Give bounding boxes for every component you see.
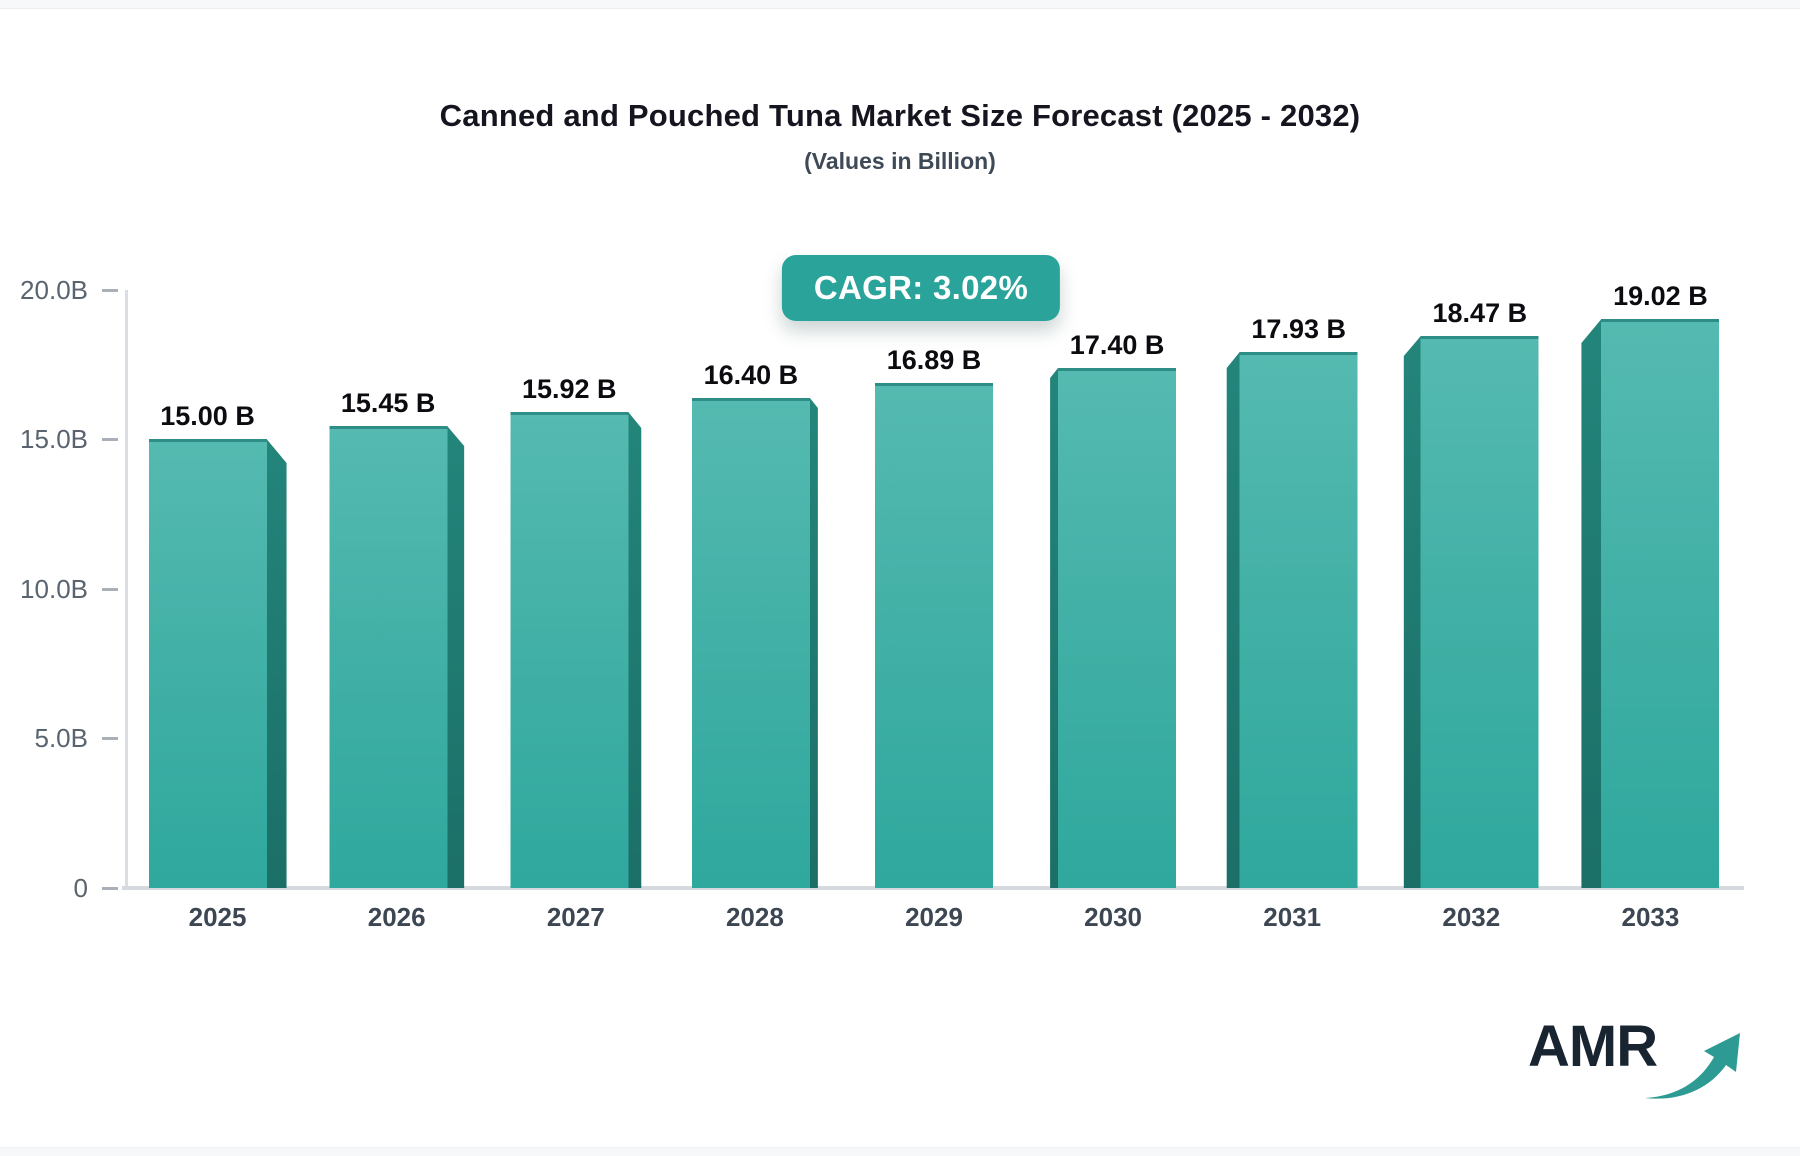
bar-side-face xyxy=(809,398,818,888)
bar-side-face xyxy=(1226,352,1240,888)
bar-side-face xyxy=(266,439,287,888)
cagr-badge: CAGR: 3.02% xyxy=(781,255,1061,321)
bar-value-label: 19.02 B xyxy=(1613,281,1708,311)
chart-subtitle: (Values in Billion) xyxy=(804,148,996,174)
bar-value-label: 15.45 B xyxy=(340,388,436,418)
y-tick-label: 5.0B xyxy=(34,723,89,753)
x-axis-label: 2027 xyxy=(546,902,605,932)
bar-value-label: 15.92 B xyxy=(521,374,617,404)
x-axis-label: 2028 xyxy=(725,902,784,932)
bar-front-face xyxy=(691,398,810,888)
bar-value-label: 16.40 B xyxy=(703,360,799,390)
bar-value-label: 18.47 B xyxy=(1432,298,1528,328)
bar-slot: 18.47 B xyxy=(1382,290,1561,888)
y-tick: 5.0B xyxy=(0,723,118,754)
y-tick-mark xyxy=(102,886,118,890)
bar-2025: 15.00 B xyxy=(148,401,287,888)
bar-front-face xyxy=(329,426,448,888)
bar-slot: 15.45 B xyxy=(307,290,486,888)
amr-logo-text: AMR xyxy=(1528,1014,1658,1079)
bar-front-face xyxy=(148,439,267,888)
bar-slot: 16.89 B xyxy=(844,290,1023,888)
bar-slot: 19.02 B xyxy=(1561,281,1740,888)
x-axis-label: 2032 xyxy=(1442,902,1501,932)
x-axis-label: 2029 xyxy=(905,902,963,932)
y-tick: 20.0B xyxy=(0,275,118,305)
y-tick-mark xyxy=(102,587,118,591)
y-tick-mark xyxy=(102,737,118,740)
x-axis-label: 2026 xyxy=(367,902,426,932)
bar-slot: 17.93 B xyxy=(1203,290,1382,888)
bar-side-face xyxy=(1581,319,1602,888)
x-axis-label: 2025 xyxy=(188,902,247,932)
x-axis-baseline xyxy=(122,886,1744,890)
bar-value-label: 16.89 B xyxy=(886,345,982,375)
bar-front-face xyxy=(1420,336,1539,888)
amr-logo: AMR xyxy=(1528,1018,1743,1106)
bar-2027: 15.92 B xyxy=(510,374,642,888)
page-bottom-strip xyxy=(0,1147,1800,1156)
bar-2031: 17.93 B xyxy=(1226,314,1358,888)
bar-front-face xyxy=(510,412,629,888)
y-tick: 10.0B xyxy=(0,574,118,604)
bar-slot: 16.40 B xyxy=(665,290,844,888)
y-tick: 15.0B xyxy=(0,424,118,455)
page-top-strip xyxy=(0,0,1800,9)
x-axis-label: 2030 xyxy=(1084,902,1143,932)
bar-slot: 17.40 B xyxy=(1024,290,1203,888)
bar-2029: 16.89 B xyxy=(874,345,993,888)
y-axis-line xyxy=(125,290,128,888)
x-axis-label: 2031 xyxy=(1263,902,1322,932)
bar-value-label: 17.40 B xyxy=(1069,330,1165,360)
y-tick: 0 xyxy=(0,873,118,903)
bar-2033: 19.02 B xyxy=(1581,281,1720,888)
bar-front-face xyxy=(1601,319,1720,888)
bar-front-face xyxy=(874,383,993,888)
bar-2028: 16.40 B xyxy=(691,360,818,888)
y-tick-label: 15.0B xyxy=(20,424,88,454)
y-tick-label: 10.0B xyxy=(20,573,88,604)
bar-2030: 17.40 B xyxy=(1050,330,1177,888)
x-axis-label: 2033 xyxy=(1621,902,1680,932)
bar-value-label: 17.93 B xyxy=(1251,314,1346,344)
x-axis-labels: 2025 2026 2027 2028 2029 2030 2031 2032 2033 xyxy=(128,902,1740,933)
y-tick-mark xyxy=(102,438,118,441)
bar-2026: 15.45 B xyxy=(329,388,465,888)
bar-side-face xyxy=(1050,368,1059,888)
bar-slot: 15.00 B xyxy=(128,290,307,888)
bar-side-face xyxy=(447,426,465,888)
bar-front-face xyxy=(1239,352,1358,888)
bar-slot: 15.92 B xyxy=(486,290,665,888)
bar-side-face xyxy=(1403,336,1421,888)
bar-value-label: 15.00 B xyxy=(160,401,255,431)
y-tick-label: 0 xyxy=(73,872,88,903)
bar-side-face xyxy=(628,412,642,888)
growth-arrow-icon xyxy=(1645,1033,1741,1099)
bar-2032: 18.47 B xyxy=(1403,298,1539,888)
y-tick-label: 20.0B xyxy=(20,274,88,305)
chart-title: Canned and Pouched Tuna Market Size Fore… xyxy=(439,98,1361,133)
y-tick-mark xyxy=(102,288,118,292)
plot-area: 15.00 B 15.45 B 15.92 B 16.40 B 16.89 B 17.40… xyxy=(128,281,1740,888)
bar-front-face xyxy=(1058,368,1177,888)
